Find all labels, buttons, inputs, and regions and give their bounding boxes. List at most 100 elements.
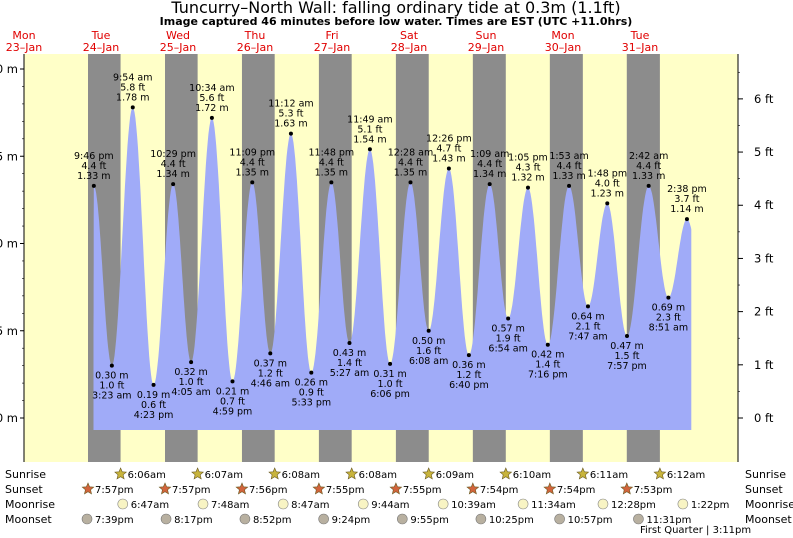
tide-point: [171, 182, 176, 187]
moonrise-icon: [517, 498, 529, 510]
sunrise-time: 6:07am: [205, 470, 243, 481]
tide-point: [367, 147, 372, 152]
tide-label: 1.5 ft: [614, 351, 639, 362]
tide-label: 0.64 m: [571, 311, 604, 322]
moonset-icon: [633, 513, 644, 525]
moonset-time: 8:52pm: [253, 515, 292, 526]
tide-label: 4.7 ft: [436, 143, 461, 154]
day-name-label: Tue: [91, 29, 111, 42]
sunset-time: 7:54pm: [557, 485, 596, 496]
sunset-icon: [389, 482, 403, 495]
sunrise-icon: [268, 467, 282, 480]
axes: 0.0 m 0.5 m 1.0 m 1.5 m 2.0 m 0 ft 1 ft 2 ft 3 f…: [0, 54, 774, 462]
sunset-icon: [543, 482, 557, 495]
day-name-label: Sat: [400, 29, 419, 42]
tide-label: 4.4 ft: [477, 159, 502, 170]
tide-label: 7:47 am: [568, 331, 607, 342]
moonset-icon: [475, 513, 487, 525]
sunrise-time: 6:06am: [128, 470, 166, 481]
tide-label: 1.33 m: [552, 171, 585, 182]
sunrise-icon: [422, 467, 436, 480]
day-name-label: Mon: [551, 29, 574, 42]
tide-label: 0.9 ft: [299, 388, 324, 399]
sunset-time: 7:57pm: [95, 485, 134, 496]
tide-label: 1.14 m: [670, 204, 703, 215]
moon-phase-label: First Quarter | 3:11pm: [640, 525, 751, 536]
tide-label: 0.47 m: [610, 341, 643, 352]
tide-label: 1.43 m: [432, 153, 465, 164]
tide-label: 4.0 ft: [595, 178, 620, 189]
tide-point: [525, 185, 530, 190]
tide-label: 11:48 pm: [309, 147, 355, 158]
sunrise-time: 6:12am: [667, 470, 705, 481]
moonrise-icon: [437, 498, 449, 510]
tide-point: [446, 166, 451, 171]
tide-label: 0.19 m: [137, 390, 170, 401]
tide-point: [684, 217, 689, 222]
day-name-label: Sun: [476, 29, 497, 42]
tide-label: 4:46 am: [251, 378, 290, 389]
tide-label: 6:08 am: [409, 356, 448, 367]
chart-title: Tuncurry–North Wall: falling ordinary ti…: [170, 0, 620, 17]
tide-label: 5.8 ft: [120, 82, 145, 93]
moonrise-icon: [277, 498, 289, 510]
tide-water-area: [93, 107, 692, 431]
tide-label: 1.23 m: [591, 188, 624, 199]
left-axis-tick-label: 2.0 m: [0, 62, 18, 76]
sunset-icon: [81, 482, 95, 495]
moonrise-time: 10:39am: [451, 500, 496, 511]
moonset-icon: [554, 513, 565, 525]
tide-label: 0.37 m: [254, 358, 287, 369]
moonset-time: 7:39pm: [95, 515, 134, 526]
tide-label: 1.6 ft: [416, 346, 441, 357]
sunset-icon: [312, 482, 326, 495]
tide-label: 1.32 m: [511, 173, 544, 184]
tide-point: [388, 361, 393, 366]
tide-point: [347, 340, 352, 345]
day-date-label: 26–Jan: [237, 41, 273, 54]
tide-label: 4.4 ft: [161, 159, 186, 170]
tide-point: [288, 131, 293, 136]
sunset-icon: [466, 482, 480, 495]
tide-label: 0.6 ft: [141, 400, 166, 411]
moonset-time: 10:57pm: [568, 515, 613, 526]
sunrise-icon: [191, 467, 205, 480]
left-axis-tick-label: 0.5 m: [0, 324, 18, 338]
tide-label: 1.33 m: [77, 171, 110, 182]
tide-label: 1.4 ft: [337, 358, 362, 369]
tide-label: 0.43 m: [333, 348, 366, 359]
day-name-label: Wed: [166, 29, 190, 42]
tide-point: [666, 295, 671, 300]
sunrise-time: 6:08am: [282, 470, 320, 481]
tide-label: 1:53 am: [549, 151, 588, 162]
tide-label: 1.35 m: [315, 167, 348, 178]
tide-label: 0.36 m: [452, 360, 485, 371]
tide-label: 4.4 ft: [240, 157, 265, 168]
tide-label: 3:23 am: [92, 391, 131, 402]
chart-subtitle: Image captured 46 minutes before low wat…: [160, 15, 633, 28]
day-labels: Mon23–JanTue24–JanWed25–JanThu26–JanFri2…: [6, 29, 658, 54]
tide-point: [545, 342, 550, 347]
day-date-label: 29–Jan: [468, 41, 504, 54]
moonrise-time: 8:47am: [291, 500, 329, 511]
tide-point: [466, 353, 471, 358]
moonset-icon: [397, 513, 408, 525]
sunset-icon: [620, 482, 634, 495]
tide-point: [567, 183, 572, 188]
tide-label: 4.4 ft: [319, 157, 344, 168]
day-name-label: Fri: [325, 29, 338, 42]
day-name-label: Tue: [630, 29, 650, 42]
tide-label: 2.3 ft: [656, 313, 681, 324]
left-axis-tick-label: 1.5 m: [0, 149, 18, 163]
tide-point: [151, 382, 156, 387]
tide-label: 1:09 am: [470, 149, 509, 160]
sunset-time: 7:55pm: [403, 485, 442, 496]
tide-label: 2.1 ft: [575, 321, 600, 332]
moonrise-time: 7:48am: [211, 500, 249, 511]
tide-label: 4.4 ft: [398, 157, 423, 168]
sunset-time: 7:57pm: [172, 485, 211, 496]
moonset-time: 11:31pm: [646, 515, 691, 526]
day-date-label: 24–Jan: [83, 41, 119, 54]
sunset-icon: [235, 482, 249, 495]
right-axis-tick-label: 1 ft: [754, 358, 774, 372]
